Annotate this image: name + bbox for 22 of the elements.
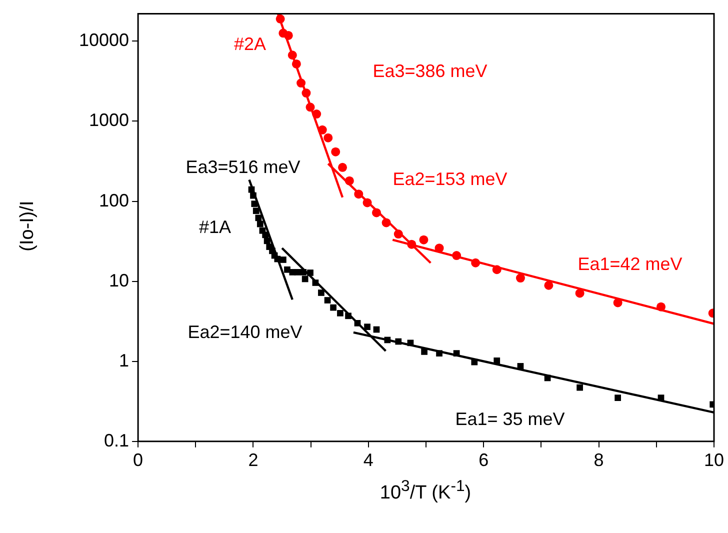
y-tick-label: 10000: [78, 30, 130, 50]
annotation: Ea3=516 meV: [186, 156, 300, 177]
y-axis-title: (Io-I)/I: [17, 200, 39, 254]
annotation: Ea2=140 meV: [188, 322, 302, 342]
x-axis-title: 10$^{3}$/T (K$^{-1}$): [378, 478, 472, 504]
annotation: Ea1=42 meV: [578, 254, 682, 274]
x-tick-label: 4: [363, 450, 374, 470]
y-tick-label: 1: [119, 350, 130, 370]
annotation: #1A: [198, 216, 232, 237]
y-tick-label: 1000: [89, 110, 130, 130]
annotation: Ea1= 35 meV: [455, 408, 565, 429]
y-tick-label: 0.1: [104, 430, 130, 450]
annotation: Ea3=386 meV: [372, 60, 488, 81]
y-tick-label: 100: [99, 190, 130, 210]
x-tick-label: 6: [478, 450, 489, 470]
x-tick-label: 10: [704, 450, 724, 470]
annotation: #2A: [234, 34, 266, 54]
y-tick-label: 10: [109, 270, 130, 290]
annotation: Ea2=153 meV: [392, 168, 508, 189]
x-tick-label: 8: [594, 450, 604, 470]
x-tick-label: 2: [248, 450, 258, 470]
x-tick-label: 0: [133, 450, 144, 470]
